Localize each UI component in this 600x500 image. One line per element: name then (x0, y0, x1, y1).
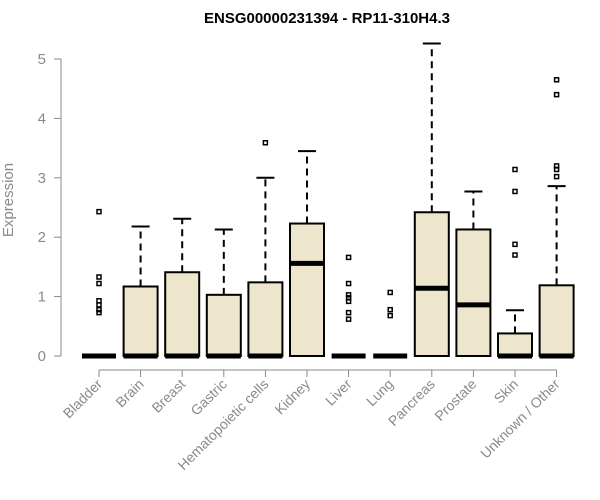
box-iqr (164, 271, 201, 357)
y-tick-label: 4 (38, 110, 46, 127)
box-prostate (455, 190, 492, 357)
outlier-point (387, 289, 393, 296)
outlier-point (553, 173, 560, 180)
box-gastric (205, 228, 242, 359)
chart-title: ENSG00000231394 - RP11-310H4.3 (204, 10, 450, 27)
box-iqr (289, 222, 325, 357)
x-tick-label: Bladder (60, 376, 106, 422)
box-iqr (122, 285, 159, 358)
x-tick-label: Skin (491, 376, 522, 407)
box-unknown-other (538, 77, 575, 359)
box-liver (331, 254, 366, 359)
y-axis-ticks: 0 1 2 3 4 5 (38, 51, 61, 365)
box-iqr (413, 211, 450, 357)
box-lung (373, 289, 408, 359)
y-tick-label: 1 (38, 289, 46, 306)
box-kidney (289, 150, 325, 357)
x-tick-label: Kidney (272, 376, 314, 418)
box-breast (164, 217, 201, 359)
y-axis-label: Expression (0, 163, 17, 237)
y-tick-label: 3 (38, 170, 46, 187)
box-pancreas (413, 42, 450, 357)
x-tick-label: Liver (322, 376, 355, 409)
x-tick-label: Unknown / Other (477, 376, 563, 462)
outlier-point (512, 241, 518, 248)
outlier-point (553, 77, 560, 83)
x-tick-label: Breast (148, 376, 188, 416)
outlier-point (96, 208, 102, 215)
outlier-point (345, 298, 352, 305)
box-hematopoietic-cells (247, 140, 284, 359)
outlier-point (345, 280, 352, 287)
outlier-point (345, 309, 352, 316)
box-brain (122, 225, 159, 359)
outlier-point (387, 306, 393, 313)
outlier-point (262, 140, 269, 146)
box-iqr (497, 332, 533, 358)
box-skin (497, 166, 533, 359)
y-tick-label: 0 (38, 348, 46, 365)
outlier-point (96, 309, 102, 316)
outlier-point (512, 252, 518, 258)
x-tick-label: Prostate (431, 376, 479, 424)
x-tick-label: Lung (363, 376, 396, 409)
box-iqr (455, 228, 492, 357)
box-iqr (247, 281, 284, 357)
box-bladder (82, 208, 116, 359)
outlier-point (345, 292, 352, 298)
outlier-point (96, 280, 102, 287)
outlier-point (512, 188, 518, 195)
box-iqr (538, 284, 575, 357)
outlier-point (345, 316, 352, 322)
outlier-point (553, 91, 560, 98)
outlier-point (387, 312, 393, 319)
box-series (82, 42, 575, 359)
outlier-point (96, 302, 102, 308)
outlier-point (96, 306, 102, 313)
outlier-point (96, 274, 102, 280)
outlier-point (345, 254, 352, 261)
outlier-point (553, 166, 560, 173)
y-tick-label: 5 (38, 51, 46, 68)
y-tick-label: 2 (38, 229, 46, 246)
outlier-point (512, 166, 518, 173)
outlier-point (96, 298, 102, 304)
box-iqr (205, 293, 242, 357)
x-tick-label: Brain (112, 376, 146, 410)
